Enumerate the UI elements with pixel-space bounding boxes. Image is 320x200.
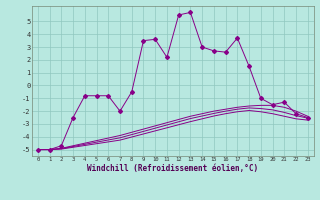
X-axis label: Windchill (Refroidissement éolien,°C): Windchill (Refroidissement éolien,°C) (87, 164, 258, 173)
